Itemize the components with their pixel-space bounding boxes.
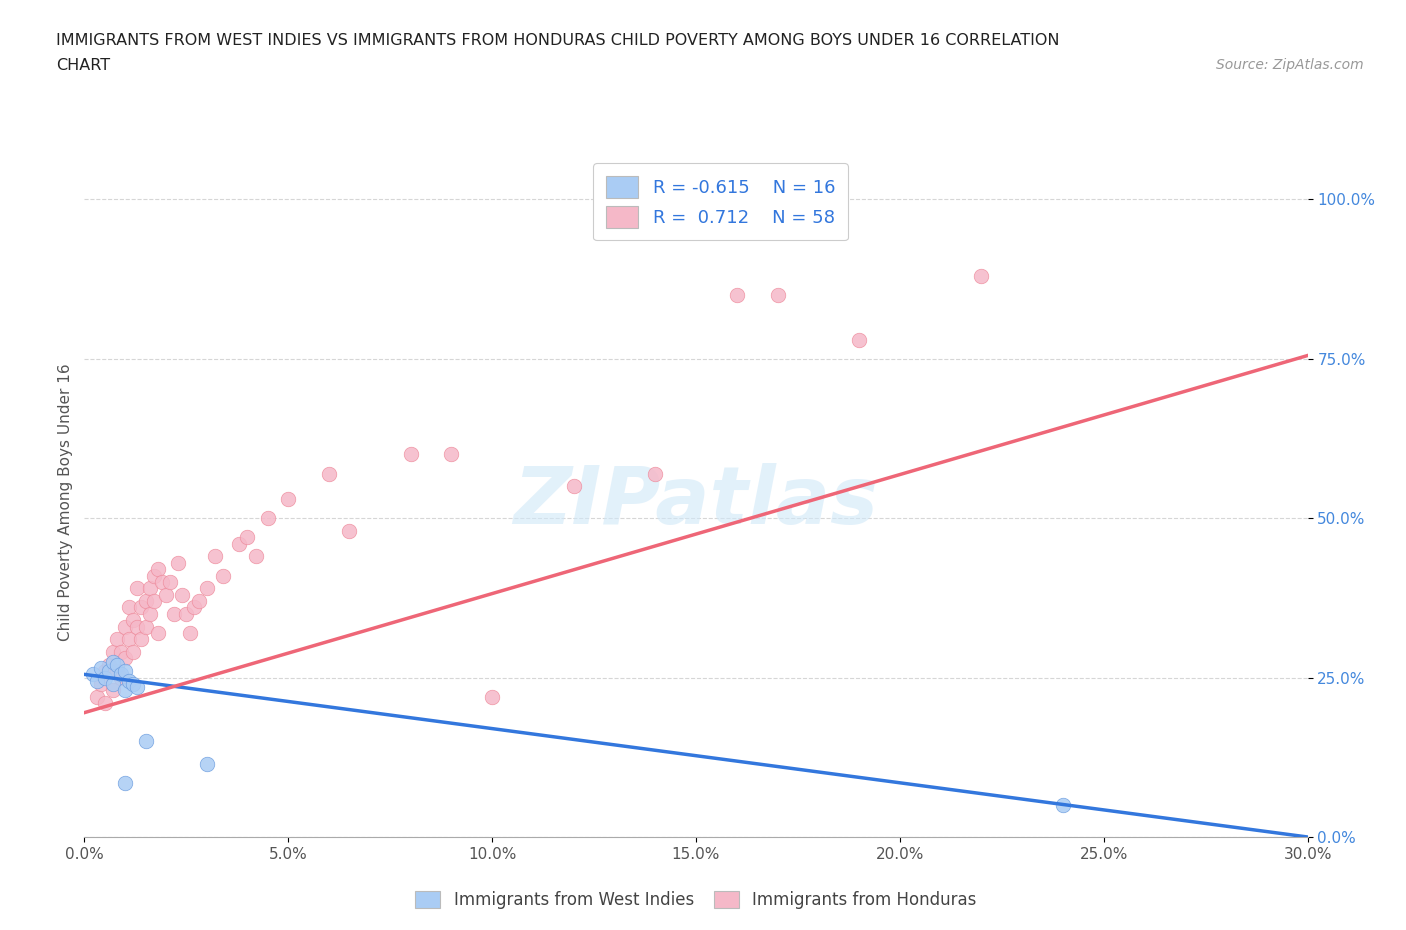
Point — [93, 696, 115, 711]
Point — [848, 332, 870, 347]
Point — [155, 587, 177, 602]
Point — [131, 600, 153, 615]
Point — [277, 492, 299, 507]
Point — [481, 689, 503, 704]
Point — [127, 581, 149, 596]
Point — [135, 734, 157, 749]
Point — [118, 631, 141, 646]
Point — [195, 581, 218, 596]
Point — [127, 619, 149, 634]
Point — [644, 466, 666, 481]
Point — [195, 756, 218, 771]
Point — [766, 287, 789, 302]
Point — [183, 600, 205, 615]
Point — [257, 511, 280, 525]
Point — [93, 671, 115, 685]
Point — [86, 673, 108, 688]
Point — [135, 619, 157, 634]
Point — [82, 667, 104, 682]
Point — [105, 664, 128, 679]
Point — [187, 593, 209, 608]
Point — [399, 447, 422, 462]
Point — [114, 651, 136, 666]
Point — [318, 466, 340, 481]
Text: CHART: CHART — [56, 58, 110, 73]
Y-axis label: Child Poverty Among Boys Under 16: Child Poverty Among Boys Under 16 — [58, 364, 73, 641]
Text: ZIPatlas: ZIPatlas — [513, 463, 879, 541]
Point — [725, 287, 748, 302]
Point — [86, 689, 108, 704]
Point — [110, 644, 132, 659]
Text: IMMIGRANTS FROM WEST INDIES VS IMMIGRANTS FROM HONDURAS CHILD POVERTY AMONG BOYS: IMMIGRANTS FROM WEST INDIES VS IMMIGRANT… — [56, 33, 1060, 47]
Point — [212, 568, 235, 583]
Point — [90, 676, 112, 691]
Point — [122, 644, 145, 659]
Point — [118, 600, 141, 615]
Point — [101, 676, 124, 691]
Point — [163, 606, 186, 621]
Point — [114, 619, 136, 634]
Text: Source: ZipAtlas.com: Source: ZipAtlas.com — [1216, 58, 1364, 72]
Point — [440, 447, 463, 462]
Point — [97, 664, 120, 679]
Point — [146, 562, 169, 577]
Point — [127, 680, 149, 695]
Point — [150, 575, 173, 590]
Point — [118, 673, 141, 688]
Point — [167, 555, 190, 570]
Point — [1052, 798, 1074, 813]
Point — [110, 667, 132, 682]
Point — [562, 479, 585, 494]
Point — [159, 575, 181, 590]
Point — [179, 626, 201, 641]
Point — [228, 537, 250, 551]
Point — [114, 664, 136, 679]
Point — [135, 593, 157, 608]
Point — [110, 671, 132, 685]
Point — [97, 658, 120, 672]
Point — [174, 606, 197, 621]
Point — [90, 660, 112, 675]
Point — [114, 776, 136, 790]
Point — [131, 631, 153, 646]
Point — [105, 631, 128, 646]
Point — [970, 269, 993, 284]
Point — [142, 593, 165, 608]
Point — [122, 676, 145, 691]
Point — [105, 658, 128, 672]
Legend: Immigrants from West Indies, Immigrants from Honduras: Immigrants from West Indies, Immigrants … — [409, 884, 983, 916]
Point — [138, 606, 160, 621]
Point — [204, 549, 226, 564]
Point — [114, 683, 136, 698]
Point — [101, 654, 124, 669]
Point — [245, 549, 267, 564]
Point — [122, 613, 145, 628]
Point — [146, 626, 169, 641]
Point — [101, 644, 124, 659]
Point — [142, 568, 165, 583]
Point — [101, 683, 124, 698]
Point — [236, 530, 259, 545]
Point — [339, 524, 360, 538]
Point — [93, 664, 115, 679]
Point — [138, 581, 160, 596]
Point — [172, 587, 194, 602]
